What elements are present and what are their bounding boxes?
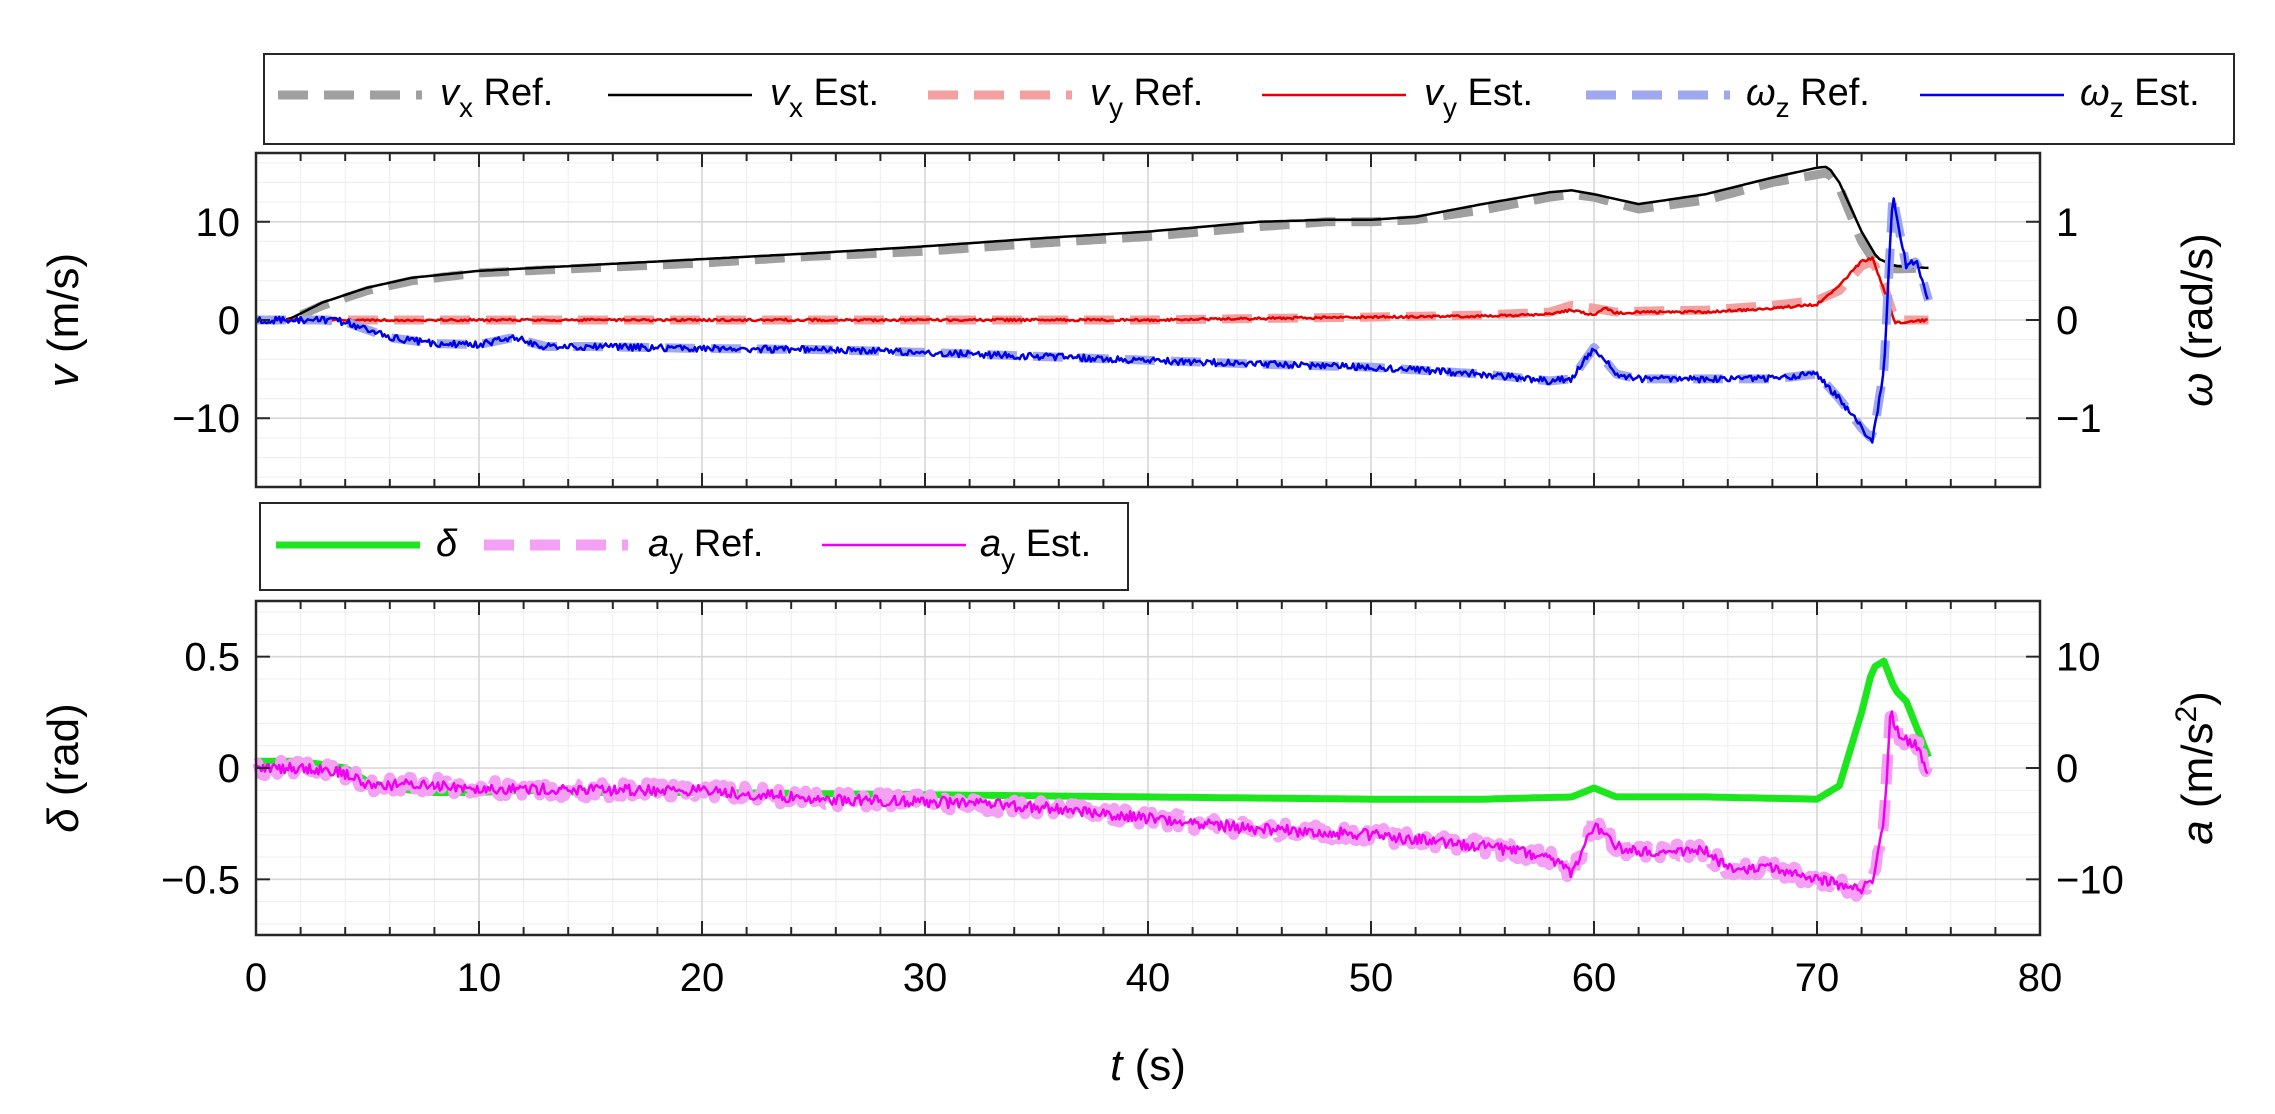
top-y-left-label: v (m/s) bbox=[39, 253, 88, 387]
x-tick-label-80: 80 bbox=[2018, 956, 2063, 1000]
top-series bbox=[254, 165, 1933, 444]
top-y-right-tick-label: −1 bbox=[2056, 397, 2102, 441]
legend-delta: δ bbox=[436, 523, 458, 565]
x-tick-label-60: 60 bbox=[1572, 956, 1617, 1000]
legend-ay-ref: ay Ref. bbox=[648, 523, 763, 574]
top-y-left-tick-label: −10 bbox=[172, 397, 240, 441]
series-vx-est bbox=[255, 165, 1929, 322]
bottom-y-right-tick-label: 0 bbox=[2056, 747, 2078, 791]
top-legend: vx Ref. vx Est. vy Ref. vy Est. ωz Ref. … bbox=[263, 53, 2235, 145]
x-tick-label-0: 0 bbox=[245, 956, 267, 1000]
top-y-right-tick-label: 1 bbox=[2056, 201, 2078, 245]
bottom-y-right-tick-label: −10 bbox=[2056, 858, 2124, 902]
top-y-left-tick-label: 0 bbox=[218, 299, 240, 343]
bottom-y-left-tick-label: 0.5 bbox=[184, 636, 240, 680]
top-legend-box bbox=[263, 53, 2235, 145]
legend-vx-ref: vx Ref. bbox=[440, 72, 553, 123]
bottom-series bbox=[252, 657, 1933, 902]
x-tick-label-10: 10 bbox=[457, 956, 502, 1000]
x-tick-label-30: 30 bbox=[903, 956, 948, 1000]
bottom-y-left-tick-label: −0.5 bbox=[161, 858, 240, 902]
x-tick-label-20: 20 bbox=[680, 956, 725, 1000]
bottom-y-left-tick-label: 0 bbox=[218, 747, 240, 791]
bottom-legend: δ ay Ref. ay Est. bbox=[259, 502, 1129, 591]
top-y-left-tick-label: 10 bbox=[196, 201, 241, 245]
top-y-right-tick-label: 0 bbox=[2056, 299, 2078, 343]
series-vx-ref bbox=[256, 168, 1929, 325]
legend-vy-est: vy Est. bbox=[1424, 72, 1533, 123]
legend-vy-ref: vy Ref. bbox=[1090, 72, 1203, 123]
bottom-ticks: 0 10 20 30 40 50 60 70 80 0.5 0 −0.5 10 0 −10 bbox=[161, 601, 2124, 1000]
x-tick-label-40: 40 bbox=[1126, 956, 1171, 1000]
bottom-y-left-label: δ (rad) bbox=[39, 703, 88, 833]
bottom-y-right-tick-label: 10 bbox=[2056, 636, 2101, 680]
legend-vx-est: vx Est. bbox=[770, 72, 879, 123]
series-ay-est bbox=[255, 710, 1929, 895]
legend-ay-est: ay Est. bbox=[980, 523, 1091, 574]
series-wz-est bbox=[254, 197, 1929, 444]
x-axis-label: t (s) bbox=[1110, 1041, 1186, 1090]
legend-wz-est: ωz Est. bbox=[2080, 72, 2200, 123]
x-tick-label-50: 50 bbox=[1349, 956, 1394, 1000]
x-tick-label-70: 70 bbox=[1795, 956, 1840, 1000]
bottom-y-right-label: a (m/s2) bbox=[2170, 691, 2222, 845]
bottom-grid bbox=[256, 601, 2040, 935]
top-y-right-label: ω (rad/s) bbox=[2173, 233, 2222, 407]
series-vy-est bbox=[255, 256, 1928, 325]
legend-wz-ref: ωz Ref. bbox=[1746, 72, 1870, 123]
